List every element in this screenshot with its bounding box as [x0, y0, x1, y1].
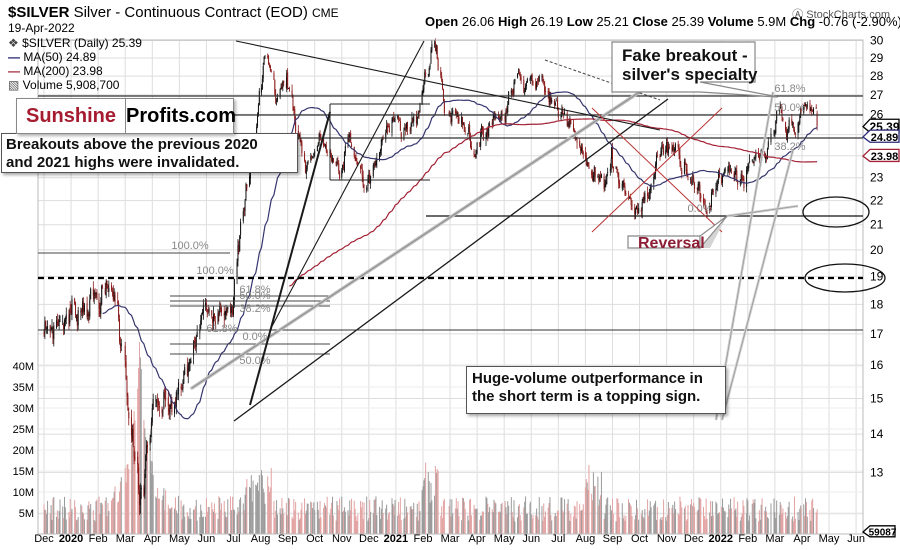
svg-text:35M: 35M	[13, 382, 34, 394]
svg-text:Aug: Aug	[251, 533, 271, 545]
svg-text:29: 29	[870, 51, 884, 65]
svg-text:Jun: Jun	[198, 533, 216, 545]
svg-text:silver's specialty: silver's specialty	[622, 65, 758, 84]
svg-text:30: 30	[870, 33, 884, 47]
svg-text:Sep: Sep	[603, 533, 623, 545]
svg-text:40M: 40M	[13, 361, 34, 373]
svg-text:2021: 2021	[384, 533, 408, 545]
svg-text:61.8%: 61.8%	[206, 323, 237, 335]
svg-text:Oct: Oct	[631, 533, 648, 545]
svg-text:Dec: Dec	[359, 533, 379, 545]
svg-text:23.98: 23.98	[871, 151, 899, 163]
svg-text:20: 20	[870, 243, 884, 257]
svg-text:Jun: Jun	[847, 533, 865, 545]
svg-text:2020: 2020	[59, 533, 83, 545]
svg-text:Nov: Nov	[657, 533, 677, 545]
svg-text:Dec: Dec	[684, 533, 704, 545]
svg-text:May: May	[819, 533, 840, 545]
svg-text:Reversal: Reversal	[638, 235, 705, 252]
svg-text:100.0%: 100.0%	[171, 240, 209, 252]
svg-text:2022: 2022	[709, 533, 733, 545]
svg-text:24.89: 24.89	[871, 132, 899, 144]
svg-text:Mar: Mar	[765, 533, 784, 545]
svg-text:Apr: Apr	[793, 533, 810, 545]
svg-text:59087: 59087	[869, 528, 897, 539]
svg-text:25M: 25M	[13, 424, 34, 436]
svg-text:Nov: Nov	[332, 533, 352, 545]
svg-text:Apr: Apr	[469, 533, 486, 545]
svg-text:61.8%: 61.8%	[774, 83, 805, 95]
svg-text:Dec: Dec	[34, 533, 54, 545]
svg-text:20M: 20M	[13, 445, 34, 457]
svg-text:14: 14	[870, 427, 884, 441]
svg-text:13: 13	[870, 465, 884, 479]
svg-text:Apr: Apr	[144, 533, 161, 545]
svg-text:18: 18	[870, 297, 884, 311]
svg-text:38.2%: 38.2%	[774, 141, 805, 153]
svg-text:23: 23	[870, 171, 884, 185]
svg-text:Jun: Jun	[522, 533, 540, 545]
svg-text:May: May	[494, 533, 515, 545]
svg-text:15: 15	[870, 392, 884, 406]
svg-text:50.0%: 50.0%	[774, 102, 805, 114]
svg-text:27: 27	[870, 88, 884, 102]
svg-text:Feb: Feb	[89, 533, 108, 545]
svg-text:Mar: Mar	[441, 533, 460, 545]
svg-text:50.0%: 50.0%	[239, 290, 270, 302]
svg-text:Aug: Aug	[576, 533, 596, 545]
svg-text:10M: 10M	[13, 487, 34, 499]
svg-text:Mar: Mar	[116, 533, 135, 545]
svg-text:38.2%: 38.2%	[239, 303, 270, 315]
svg-text:22: 22	[870, 194, 884, 208]
svg-text:100.0%: 100.0%	[196, 265, 234, 277]
svg-text:16: 16	[870, 358, 884, 372]
svg-text:5M: 5M	[19, 508, 34, 520]
svg-text:Jul: Jul	[551, 533, 565, 545]
svg-text:Jul: Jul	[226, 533, 240, 545]
svg-text:50.0%: 50.0%	[239, 355, 270, 367]
svg-text:17: 17	[870, 327, 884, 341]
svg-text:Sep: Sep	[278, 533, 298, 545]
svg-text:0.0%: 0.0%	[687, 203, 712, 215]
svg-text:21: 21	[870, 218, 884, 232]
svg-text:30M: 30M	[13, 403, 34, 415]
svg-text:Feb: Feb	[738, 533, 757, 545]
svg-text:28: 28	[870, 69, 884, 83]
svg-text:Fake breakout -: Fake breakout -	[622, 46, 748, 65]
svg-text:19: 19	[870, 269, 884, 283]
svg-text:Oct: Oct	[306, 533, 323, 545]
svg-text:May: May	[169, 533, 190, 545]
svg-text:15M: 15M	[13, 466, 34, 478]
svg-text:Feb: Feb	[413, 533, 432, 545]
